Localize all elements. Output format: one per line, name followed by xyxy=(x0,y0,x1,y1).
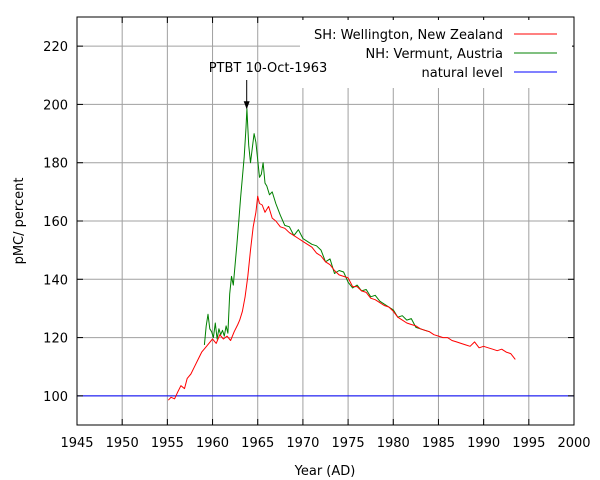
legend-label-natural: natural level xyxy=(421,66,503,81)
y-tick-label-120: 120 xyxy=(43,332,68,347)
x-tick-label-1965: 1965 xyxy=(241,436,274,451)
ptbt-annotation: PTBT 10-Oct-1963 xyxy=(209,61,328,110)
legend-background xyxy=(300,20,572,88)
x-axis-title: Year (AD) xyxy=(294,464,356,479)
x-tick-label-1975: 1975 xyxy=(332,436,365,451)
x-tick-label-1990: 1990 xyxy=(467,436,500,451)
y-tick-label-220: 220 xyxy=(43,40,68,55)
legend: SH: Wellington, New Zealand NH: Vermunt,… xyxy=(300,20,572,88)
x-tick-label-1980: 1980 xyxy=(377,436,410,451)
y-tick-label-180: 180 xyxy=(43,157,68,172)
series-line-nh-vermunt xyxy=(203,108,430,345)
x-tick-label-2000: 2000 xyxy=(557,436,590,451)
legend-label-nh: NH: Vermunt, Austria xyxy=(366,47,503,62)
x-tick-label-1950: 1950 xyxy=(106,436,139,451)
x-tick-label-1945: 1945 xyxy=(60,436,93,451)
x-tick-label-1960: 1960 xyxy=(196,436,229,451)
series-lines xyxy=(77,108,574,401)
legend-label-sh: SH: Wellington, New Zealand xyxy=(314,28,503,43)
x-tick-label-1995: 1995 xyxy=(512,436,545,451)
y-tick-label-160: 160 xyxy=(43,215,68,230)
y-tick-label-100: 100 xyxy=(43,390,68,405)
annotation-arrow-head xyxy=(243,101,250,110)
y-tick-label-200: 200 xyxy=(43,98,68,113)
axis-ticks: 1945 1950 1955 1960 1965 1970 1975 1980 1985 1990… xyxy=(43,17,591,451)
x-tick-label-1985: 1985 xyxy=(422,436,455,451)
annotation-label: PTBT 10-Oct-1963 xyxy=(209,61,328,76)
x-tick-label-1955: 1955 xyxy=(151,436,184,451)
y-axis-title: pMC/ percent xyxy=(12,178,27,265)
y-tick-label-140: 140 xyxy=(43,273,68,288)
series-line-sh-wellington xyxy=(167,195,516,401)
x-tick-label-1970: 1970 xyxy=(286,436,319,451)
